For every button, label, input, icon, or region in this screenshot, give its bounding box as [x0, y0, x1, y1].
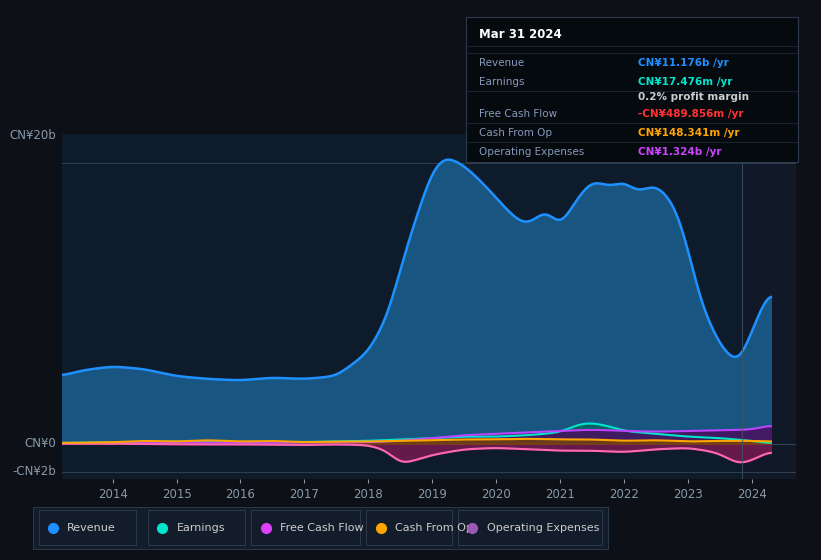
- Text: CN¥20b: CN¥20b: [9, 129, 56, 142]
- Text: Revenue: Revenue: [479, 58, 524, 68]
- Text: Cash From Op: Cash From Op: [479, 128, 552, 138]
- Text: CN¥148.341m /yr: CN¥148.341m /yr: [639, 128, 740, 138]
- Text: CN¥11.176b /yr: CN¥11.176b /yr: [639, 58, 729, 68]
- Text: Cash From Op: Cash From Op: [395, 523, 473, 533]
- Text: -CN¥489.856m /yr: -CN¥489.856m /yr: [639, 109, 744, 119]
- Text: Mar 31 2024: Mar 31 2024: [479, 28, 562, 41]
- Text: Operating Expenses: Operating Expenses: [479, 147, 584, 157]
- Text: CN¥17.476m /yr: CN¥17.476m /yr: [639, 77, 733, 87]
- Text: -CN¥2b: -CN¥2b: [12, 465, 56, 478]
- Bar: [742, 134, 796, 479]
- Text: Free Cash Flow: Free Cash Flow: [479, 109, 557, 119]
- Text: CN¥0: CN¥0: [24, 437, 56, 450]
- Text: Earnings: Earnings: [479, 77, 525, 87]
- Text: Operating Expenses: Operating Expenses: [487, 523, 599, 533]
- Text: Revenue: Revenue: [67, 523, 116, 533]
- Text: Free Cash Flow: Free Cash Flow: [280, 523, 364, 533]
- Text: 0.2% profit margin: 0.2% profit margin: [639, 92, 750, 102]
- Text: CN¥1.324b /yr: CN¥1.324b /yr: [639, 147, 722, 157]
- Text: Earnings: Earnings: [177, 523, 225, 533]
